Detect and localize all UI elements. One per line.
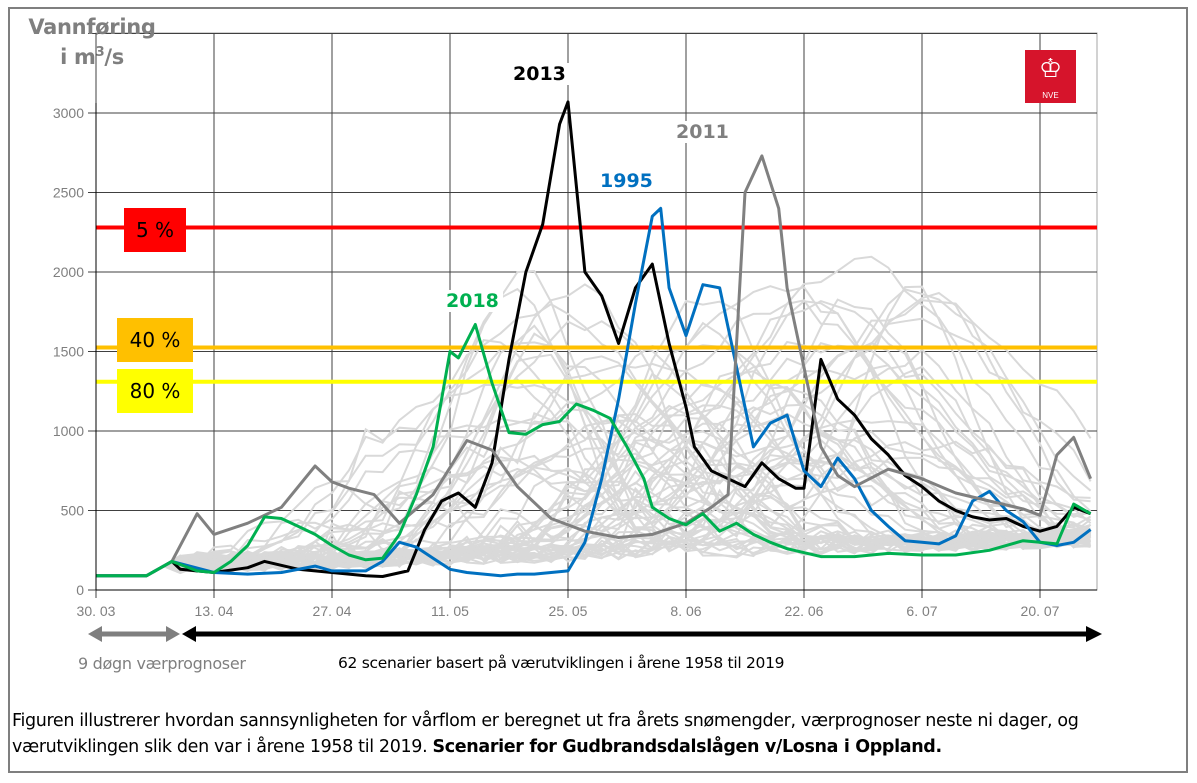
y-tick-label: 2500 bbox=[53, 185, 84, 201]
scenario-period-note: 62 scenarier basert på værutviklingen i … bbox=[338, 654, 785, 672]
x-tick-label: 30. 03 bbox=[77, 603, 116, 619]
axes: 0 500 1000 1500 2000 2500 3000 30. 03 13. 04 27. … bbox=[53, 103, 1097, 619]
scenario-period-arrow-right-head bbox=[1086, 626, 1102, 642]
threshold-lines bbox=[96, 225, 1097, 384]
crown-lion-icon: ♔ bbox=[1038, 54, 1063, 84]
year-label-2018: 2018 bbox=[442, 290, 503, 312]
figure-frame bbox=[8, 7, 1188, 773]
y-tick-label: 1000 bbox=[53, 423, 84, 439]
x-tick-label: 20. 07 bbox=[1021, 603, 1060, 619]
y-tick-label: 500 bbox=[61, 503, 85, 519]
series-line-2011 bbox=[96, 154, 1092, 578]
series-line-2013 bbox=[96, 100, 1092, 578]
x-tick-label: 8. 06 bbox=[670, 603, 701, 619]
year-label-1995: 1995 bbox=[596, 170, 657, 192]
scenario-period-arrow-left-head bbox=[182, 626, 196, 642]
threshold-label-80pct: 80 % bbox=[117, 369, 193, 413]
x-tick-label: 11. 05 bbox=[431, 603, 469, 619]
threshold-label-40pct: 40 % bbox=[117, 318, 193, 362]
caption-bold: Scenarier for Gudbrandsdalslågen v/Losna… bbox=[432, 737, 943, 757]
forecast-period-arrow-right-head bbox=[166, 626, 180, 642]
x-tick-label: 13. 04 bbox=[195, 603, 234, 619]
series-line-1995 bbox=[96, 206, 1092, 578]
caption-text: Figuren illustrerer hvordan sannsynlighe… bbox=[12, 711, 1079, 757]
forecast-period-note: 9 døgn værprognoser bbox=[78, 654, 246, 673]
scenario-line bbox=[96, 255, 1092, 577]
x-tick-label: 22. 06 bbox=[785, 603, 824, 619]
scenario-line bbox=[96, 283, 1092, 577]
period-arrows bbox=[88, 626, 1102, 642]
y-tick-label: 3000 bbox=[53, 105, 84, 121]
y-axis-title: Vannføring i m3/s bbox=[22, 14, 162, 70]
nve-logo: ♔ NVE bbox=[1025, 50, 1076, 103]
y-tick-label: 2000 bbox=[53, 264, 84, 280]
y-tick-label: 0 bbox=[76, 582, 84, 598]
figure-caption: Figuren illustrerer hvordan sannsynlighe… bbox=[12, 708, 1190, 760]
forecast-period-arrow-left-head bbox=[88, 626, 102, 642]
scenario-line bbox=[96, 299, 1092, 577]
year-label-2013: 2013 bbox=[509, 63, 570, 85]
x-tick-label: 27. 04 bbox=[313, 603, 352, 619]
x-tick-label: 6. 07 bbox=[906, 603, 937, 619]
highlight-series bbox=[95, 100, 1092, 578]
y-axis-title-line2: i m3/s bbox=[60, 45, 124, 69]
logo-text: NVE bbox=[1042, 91, 1059, 100]
year-label-2011: 2011 bbox=[672, 121, 733, 143]
threshold-label-5pct: 5 % bbox=[124, 208, 186, 252]
y-tick-label: 1500 bbox=[53, 344, 84, 360]
scenario-line bbox=[96, 430, 1091, 577]
x-tick-label: 25. 05 bbox=[549, 603, 588, 619]
series-line-2018 bbox=[96, 323, 1092, 578]
y-axis-title-line1: Vannføring bbox=[28, 15, 156, 39]
